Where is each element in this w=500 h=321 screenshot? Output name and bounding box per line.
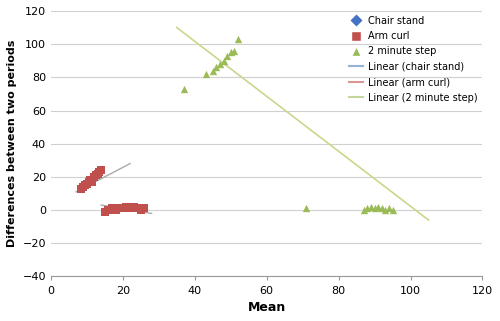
Point bbox=[94, 171, 102, 176]
Point bbox=[216, 62, 224, 67]
Point bbox=[119, 206, 127, 211]
Point bbox=[81, 183, 89, 188]
Point bbox=[83, 181, 91, 186]
Point bbox=[101, 209, 109, 214]
Point bbox=[137, 207, 145, 213]
Point bbox=[223, 53, 231, 58]
Point bbox=[385, 206, 393, 211]
Y-axis label: Differences between two periods: Differences between two periods bbox=[7, 40, 17, 247]
Point bbox=[115, 206, 123, 211]
Point bbox=[208, 68, 216, 73]
Point bbox=[202, 72, 209, 77]
Point bbox=[78, 186, 86, 191]
Point bbox=[302, 206, 310, 211]
Point bbox=[126, 206, 134, 211]
Point bbox=[180, 86, 188, 91]
Point bbox=[79, 184, 87, 189]
Point bbox=[140, 206, 148, 211]
Point bbox=[88, 179, 96, 185]
Point bbox=[84, 179, 92, 185]
Point bbox=[220, 58, 228, 63]
Point bbox=[130, 204, 138, 209]
Point bbox=[108, 206, 116, 211]
Point bbox=[133, 206, 141, 211]
Point bbox=[370, 206, 378, 211]
Point bbox=[382, 207, 390, 213]
Point bbox=[104, 207, 112, 213]
Point bbox=[234, 37, 242, 42]
Point bbox=[122, 204, 130, 209]
Point bbox=[388, 207, 396, 213]
Point bbox=[367, 204, 375, 209]
Point bbox=[378, 206, 386, 211]
Point bbox=[90, 174, 98, 179]
Point bbox=[92, 173, 100, 178]
Point bbox=[86, 178, 94, 183]
Point bbox=[212, 65, 220, 70]
Point bbox=[96, 169, 104, 175]
Point bbox=[360, 207, 368, 213]
Point bbox=[230, 48, 238, 53]
X-axis label: Mean: Mean bbox=[248, 301, 286, 314]
Point bbox=[97, 168, 105, 173]
Point bbox=[364, 206, 372, 211]
Legend: Chair stand, Arm curl, 2 minute step, Linear (chair stand), Linear (arm curl), L: Chair stand, Arm curl, 2 minute step, Li… bbox=[348, 16, 478, 102]
Point bbox=[112, 207, 120, 213]
Point bbox=[374, 204, 382, 209]
Point bbox=[226, 50, 234, 55]
